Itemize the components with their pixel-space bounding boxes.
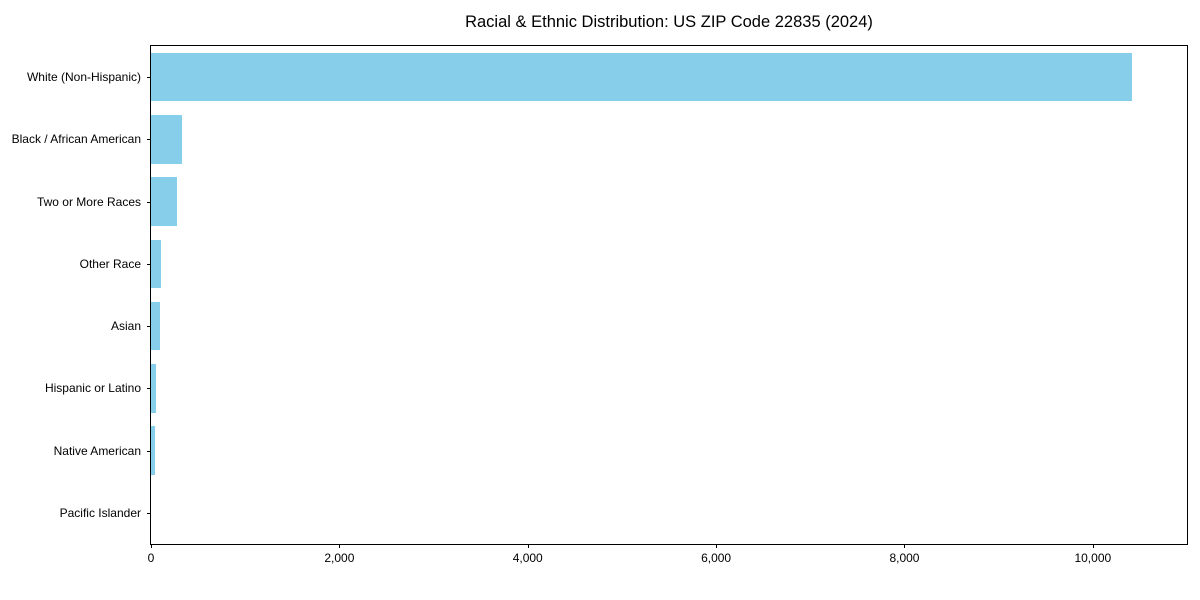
category-label: Native American [53, 443, 141, 458]
x-tick-label: 8,000 [889, 551, 920, 565]
x-axis-ticks: 0 2,000 4,000 6,000 8,000 10,000 [147, 544, 1187, 574]
y-tick-mark [147, 512, 151, 514]
y-tick-mark [147, 201, 151, 203]
bar-row: Native American [54, 420, 1187, 482]
y-tick-mark [147, 77, 151, 79]
category-label: Two or More Races [36, 194, 141, 209]
category-label: Pacific Islander [59, 505, 141, 520]
plot-area: White (Non-Hispanic) Black / African Amer… [12, 45, 1188, 565]
y-tick-mark [147, 139, 151, 141]
bar [151, 115, 183, 164]
x-tick-label: 4,000 [512, 551, 543, 565]
x-tick-mark [151, 544, 152, 548]
bar [151, 426, 155, 475]
x-tick-mark [904, 544, 906, 548]
bar-row: Black / African American [12, 108, 1187, 170]
bar-row: Asian [111, 295, 1187, 357]
bar [151, 52, 1133, 102]
bar [151, 301, 160, 351]
category-label: Asian [110, 319, 141, 334]
x-tick-label: 6,000 [701, 551, 732, 565]
bars-container: White (Non-Hispanic) Black / African Amer… [12, 46, 1187, 544]
x-tick-mark [339, 544, 341, 548]
bar [151, 364, 156, 413]
category-label: Black / African American [11, 132, 141, 147]
chart-title: Racial & Ethnic Distribution: US ZIP Cod… [465, 13, 873, 31]
x-tick-label: 10,000 [1074, 551, 1112, 565]
bar-row: Other Race [80, 233, 1187, 295]
bar-row: Hispanic or Latino [45, 357, 1187, 419]
x-tick-mark [716, 544, 718, 548]
y-tick-mark [147, 263, 151, 265]
x-tick-label: 0 [147, 551, 155, 565]
bar-row: Two or More Races [37, 171, 1187, 233]
category-label: White (Non-Hispanic) [26, 70, 141, 85]
x-tick-mark [527, 544, 529, 548]
category-label: Hispanic or Latino [44, 381, 141, 396]
bar-row: Pacific Islander [60, 482, 1187, 544]
bar [151, 177, 178, 226]
category-label: Other Race [79, 256, 141, 271]
y-tick-mark [147, 326, 151, 328]
bar [151, 239, 162, 289]
x-tick-label: 2,000 [324, 551, 355, 565]
x-tick-mark [1092, 544, 1094, 548]
bar-row: White (Non-Hispanic) [27, 46, 1187, 108]
y-tick-mark [147, 388, 151, 390]
y-tick-mark [147, 450, 151, 452]
